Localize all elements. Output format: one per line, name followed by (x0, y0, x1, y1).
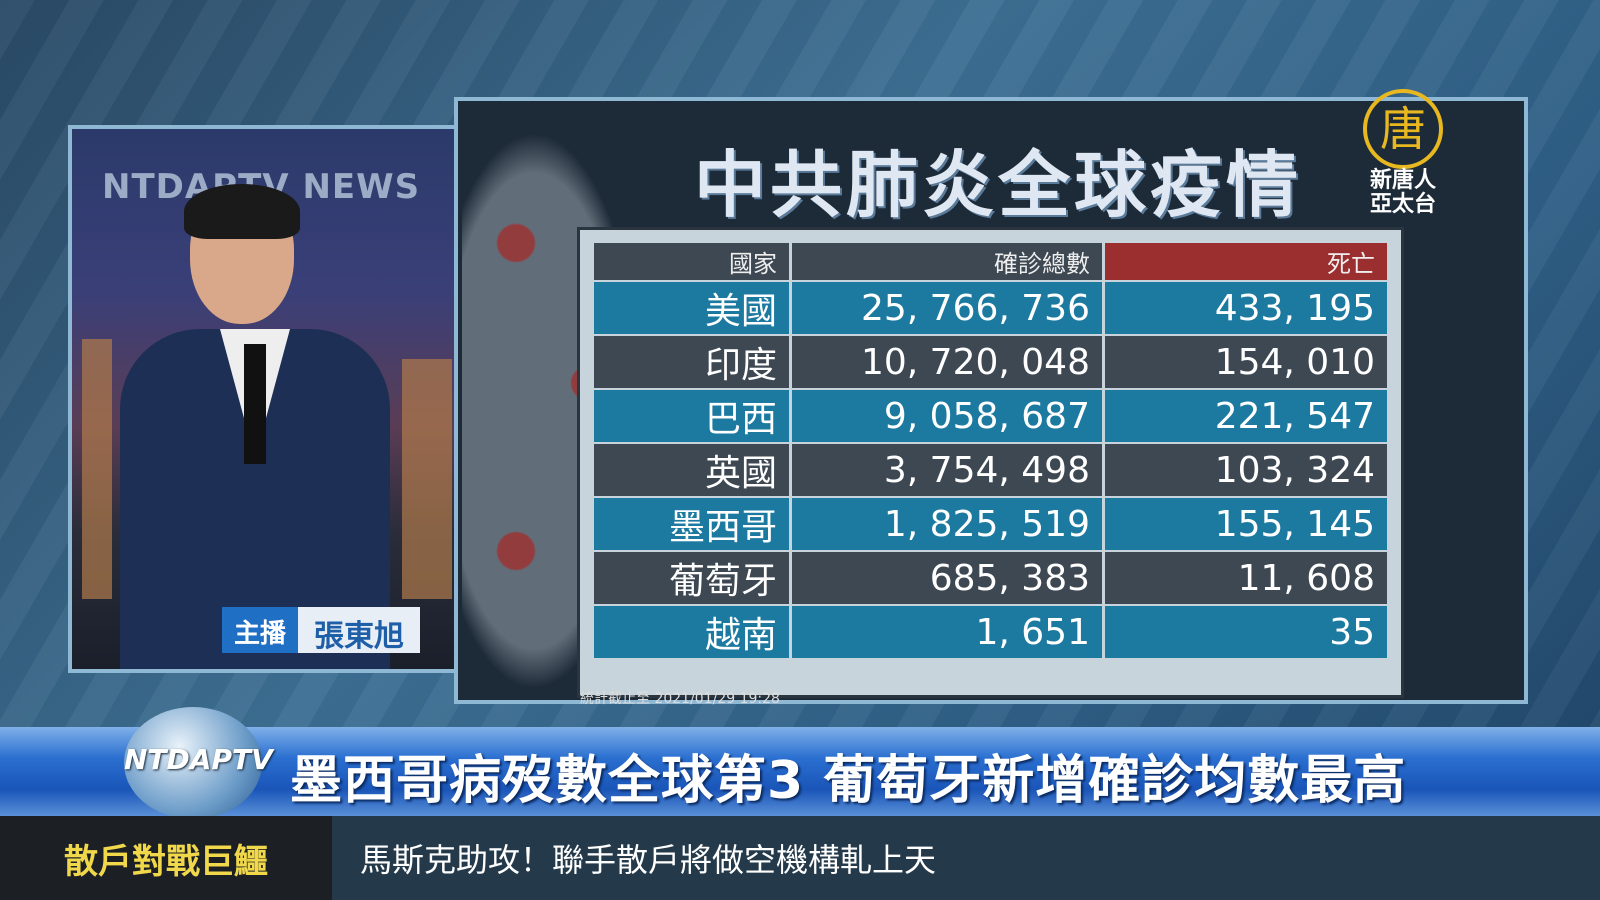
cell-deaths: 221, 547 (1105, 388, 1387, 442)
ntd-logo: 唐 新唐人 亞太台 (1348, 89, 1458, 229)
table-row: 墨西哥 1, 825, 519 155, 145 (594, 496, 1387, 550)
cell-country: 巴西 (594, 388, 789, 442)
cell-confirmed: 1, 651 (792, 604, 1102, 658)
table-row: 英國 3, 754, 498 103, 324 (594, 442, 1387, 496)
cell-country: 印度 (594, 334, 789, 388)
panel-title: 中共肺炎全球疫情 (693, 143, 1302, 227)
data-panel: 中共肺炎全球疫情 唐 新唐人 亞太台 國家 確診總數 死亡 美國 25, 766,… (454, 89, 1528, 707)
cell-country: 越南 (594, 604, 789, 658)
cell-country: 葡萄牙 (594, 550, 789, 604)
ticker-label: 散戶對戰巨鱷 (0, 816, 332, 900)
headline-bar (0, 727, 1600, 816)
cell-confirmed: 10, 720, 048 (792, 334, 1102, 388)
anchor-video: NTDAPTV NEWS 主播 張東旭 (68, 125, 471, 673)
cell-deaths: 35 (1105, 604, 1387, 658)
ticker-text: 馬斯克助攻！聯手散戶將做空機構軋上天 (360, 841, 937, 879)
anchor-name: 張東旭 (298, 607, 421, 654)
table-row: 葡萄牙 685, 383 11, 608 (594, 550, 1387, 604)
table-row: 巴西 9, 058, 687 221, 547 (594, 388, 1387, 442)
cell-country: 美國 (594, 280, 789, 334)
cell-country: 英國 (594, 442, 789, 496)
cell-confirmed: 685, 383 (792, 550, 1102, 604)
table-row: 美國 25, 766, 736 433, 195 (594, 280, 1387, 334)
cell-confirmed: 9, 058, 687 (792, 388, 1102, 442)
anchor-role: 主播 (222, 607, 299, 653)
header-confirmed: 確診總數 (792, 243, 1102, 280)
name-caption: 主播 張東旭 (222, 607, 421, 654)
cell-deaths: 103, 324 (1105, 442, 1387, 496)
tang-logo-icon: 唐 (1363, 89, 1443, 169)
header-deaths: 死亡 (1105, 243, 1387, 280)
channel-globe-logo: NTDAPTV (124, 707, 273, 819)
cell-deaths: 11, 608 (1105, 550, 1387, 604)
cell-confirmed: 1, 825, 519 (792, 496, 1102, 550)
news-ticker: 散戶對戰巨鱷 馬斯克助攻！聯手散戶將做空機構軋上天 (0, 816, 1600, 900)
cell-deaths: 433, 195 (1105, 280, 1387, 334)
timestamp-note: 統計截止至 2021/01/29 19:28 (580, 691, 780, 707)
table-row: 印度 10, 720, 048 154, 010 (594, 334, 1387, 388)
cell-confirmed: 3, 754, 498 (792, 442, 1102, 496)
cell-confirmed: 25, 766, 736 (792, 280, 1102, 334)
headline: 墨西哥病歿數全球第3 葡萄牙新增確診均數最高 (290, 751, 1407, 811)
header-country: 國家 (594, 243, 789, 280)
cell-deaths: 155, 145 (1105, 496, 1387, 550)
cell-country: 墨西哥 (594, 496, 789, 550)
stats-table: 國家 確診總數 死亡 美國 25, 766, 736 433, 195 印度 10, 7… (577, 227, 1404, 698)
table-row: 越南 1, 651 35 (594, 604, 1387, 658)
cell-deaths: 154, 010 (1105, 334, 1387, 388)
